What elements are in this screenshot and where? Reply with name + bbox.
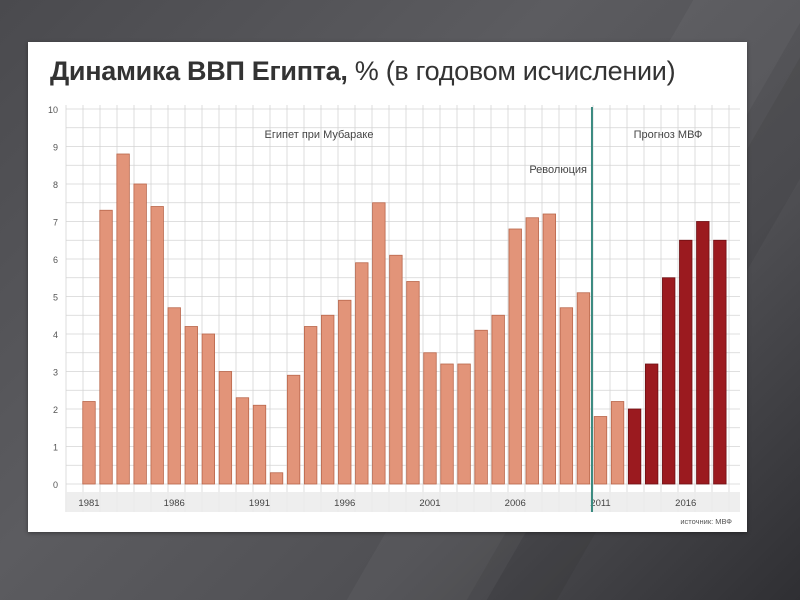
- chart-title-suffix: % (в годовом исчислении): [354, 56, 676, 86]
- gdp-bar: [252, 404, 267, 485]
- gdp-bar-chart: 0 1 2 3 4 5 6 7 8 9 10 1981 1986 1991 1996 2001 2006 2011…: [48, 105, 740, 526]
- x-tick-label: 1991: [249, 498, 270, 509]
- x-tick-label: 2001: [419, 498, 440, 509]
- gdp-bar: [525, 217, 539, 485]
- chart-title-main: Динамика ВВП Египта,: [50, 56, 348, 86]
- y-tick-label: 3: [53, 368, 58, 378]
- gdp-bar: [303, 326, 318, 485]
- gdp-bar: [150, 206, 164, 485]
- gdp-bar: [321, 314, 335, 485]
- chart-title: Динамика ВВП Египта, % (в годовом исчисл…: [50, 56, 676, 87]
- y-tick-label: 2: [53, 405, 58, 415]
- gdp-bar: [184, 326, 198, 485]
- x-tick-label: 1986: [164, 498, 185, 509]
- x-tick-label: 2016: [675, 498, 696, 509]
- gdp-bar: [389, 254, 403, 485]
- forecast-bar: [645, 363, 659, 485]
- gdp-bar: [423, 352, 437, 485]
- gdp-bar: [99, 209, 113, 485]
- gdp-bar: [542, 213, 556, 485]
- gdp-bar: [474, 329, 488, 485]
- y-tick-label: 7: [53, 218, 58, 228]
- gdp-bar: [508, 228, 522, 485]
- gdp-bar: [167, 307, 181, 485]
- y-tick-label: 1: [53, 443, 58, 453]
- forecast-bar: [627, 408, 642, 485]
- annotation-imf-forecast: Прогноз МВФ: [634, 129, 703, 141]
- gdp-bar: [218, 371, 233, 485]
- gdp-bar: [82, 401, 96, 485]
- gdp-bar: [235, 397, 250, 485]
- x-tick-label: 1996: [334, 498, 355, 509]
- y-tick-label: 10: [48, 105, 58, 115]
- gdp-bar: [610, 401, 625, 485]
- x-tick-label: 2011: [590, 498, 610, 509]
- gdp-bar: [116, 153, 130, 485]
- gdp-bar: [133, 183, 147, 485]
- forecast-bar: [713, 239, 727, 485]
- x-tick-label: 2006: [505, 498, 526, 509]
- forecast-bar: [662, 277, 676, 485]
- annotation-mubarak: Египет при Мубараке: [265, 129, 374, 141]
- gdp-bar: [440, 363, 454, 485]
- gdp-bar: [491, 314, 505, 485]
- gdp-bar: [576, 292, 591, 485]
- gdp-bar: [269, 472, 284, 485]
- forecast-bar: [696, 221, 710, 485]
- slide-panel: Динамика ВВП Египта, % (в годовом исчисл…: [28, 42, 747, 532]
- gdp-bar: [355, 262, 369, 485]
- gdp-bar: [338, 299, 352, 485]
- gdp-bar: [559, 307, 574, 485]
- annotation-revolution: Революция: [529, 164, 587, 176]
- forecast-bar: [679, 239, 693, 485]
- gdp-bar: [286, 374, 301, 485]
- gdp-bar: [406, 281, 420, 485]
- y-tick-label: 6: [53, 255, 58, 265]
- x-tick-label: 1981: [78, 498, 99, 509]
- y-tick-label: 5: [53, 293, 58, 303]
- gdp-bar: [457, 363, 471, 485]
- y-tick-label: 0: [53, 480, 58, 490]
- gdp-bar: [593, 416, 608, 485]
- gdp-bar: [201, 333, 216, 485]
- y-tick-label: 9: [53, 143, 58, 153]
- gdp-bar: [372, 202, 386, 485]
- y-tick-label: 8: [53, 180, 58, 190]
- x-axis-band: [66, 492, 740, 512]
- y-tick-label: 4: [53, 330, 58, 340]
- source-label: источник: МВФ: [680, 517, 732, 526]
